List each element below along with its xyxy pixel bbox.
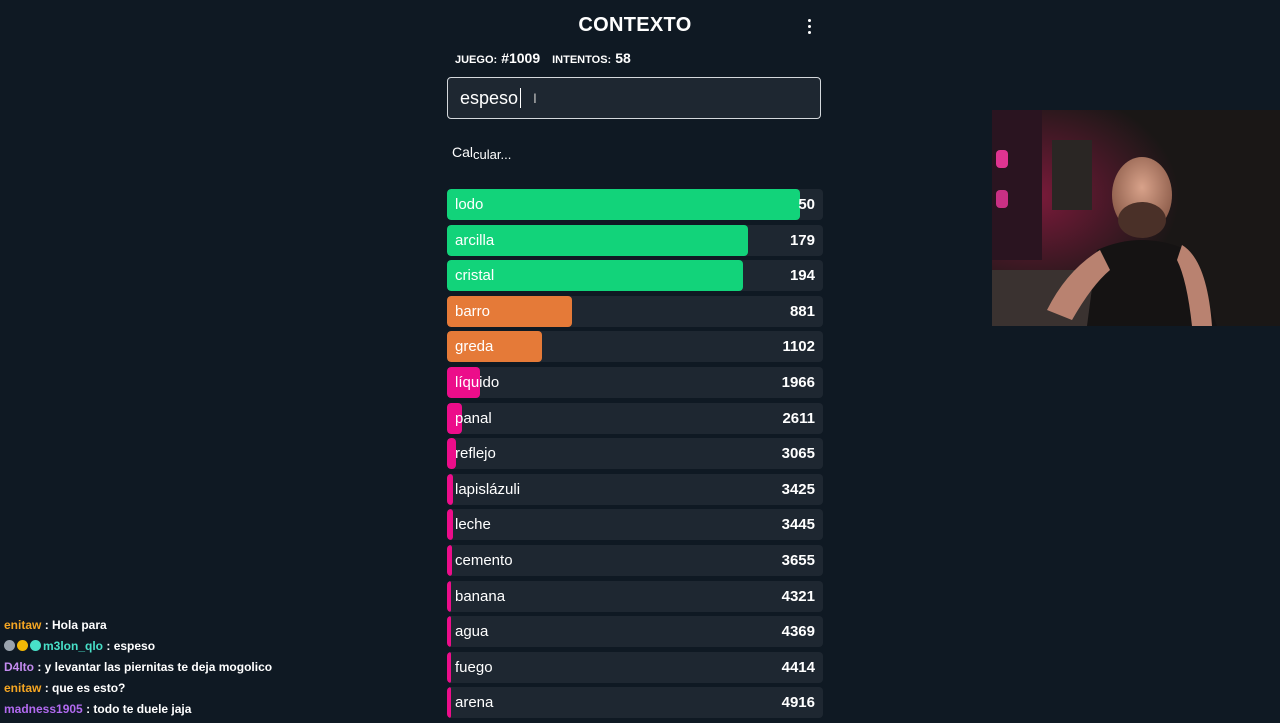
guess-row: arcilla 179 [447,224,823,256]
guess-box[interactable]: I [447,77,821,119]
guess-row: lapislázuli 3425 [447,473,823,505]
status-text-part2: cular... [473,147,512,162]
chat-badge-icon [30,640,41,651]
guess-rank: 1102 [782,338,815,356]
guess-word: fuego [455,658,493,676]
chat-username[interactable]: enitaw [4,618,42,632]
guess-rank: 2611 [782,409,815,427]
guess-rank: 1966 [781,373,815,391]
chat-text: : y levantar las piernitas te deja mogol… [37,660,273,674]
similarity-bar [447,580,452,612]
chat-overlay: enitaw : Hola para m3lon_qlo : espeso D4lt… [4,615,272,720]
guess-rank: 194 [789,267,815,285]
guess-row: greda 1102 [447,331,823,363]
kebab-dot-icon [807,30,811,34]
similarity-bar [447,224,748,256]
guess-word: panal [455,409,492,427]
ibeam-cursor-icon: I [533,90,537,106]
guess-word: barro [455,302,491,320]
guess-row: reflejo 3065 [447,438,823,470]
chat-message: enitaw : que es esto? [4,678,272,699]
guess-word: lapislázuli [455,480,521,498]
similarity-bar [447,260,743,292]
kebab-dot-icon [807,24,811,28]
guess-rank: 179 [789,231,815,249]
chat-badge-icon [17,640,28,651]
guess-rank: 3425 [781,480,815,498]
app-title: CONTEXTO [578,14,692,36]
guess-word: lodo [455,196,484,213]
guess-row: cemento 3655 [447,544,823,576]
guess-word: cristal [455,267,495,285]
guess-row: leche 3445 [447,509,823,541]
kebab-dot-icon [807,18,811,22]
similarity-bar [447,687,452,719]
guess-rank: 881 [789,302,815,320]
similarity-bar [447,295,572,327]
game-info: JUEGO: #1009 INTENTOS: 58 [455,50,639,66]
attempts-label: INTENTOS: [552,54,612,66]
guess-rank: 4369 [781,623,815,641]
guess-rank: 50 [798,196,815,213]
webcam-overlay [992,110,1280,326]
game-label: JUEGO: [455,54,498,66]
status-text-part1: Cal [452,144,474,160]
guess-rank: 3655 [781,551,815,569]
guess-list: lodo 50 arcilla 179 cristal 194 barro 881 greda 1… [447,189,823,723]
similarity-bar [447,438,457,470]
guess-rank: 4321 [781,587,815,605]
chat-badge-icon [4,640,15,651]
guess-word: greda [455,338,494,356]
similarity-bar [447,402,463,434]
guess-rank: 4916 [781,694,815,712]
chat-message: m3lon_qlo : espeso [4,636,272,657]
chat-message: madness1905 : todo te duele jaja [4,699,272,720]
game-number: #1009 [501,50,541,66]
webcam-image [992,110,1280,326]
guess-row: lodo 50 [447,189,823,220]
menu-button[interactable] [799,14,819,38]
guess-word: líquido [455,373,500,391]
chat-username[interactable]: madness1905 [4,702,83,716]
guess-word: arena [455,694,494,712]
chat-username[interactable]: D4lto [4,660,34,674]
similarity-bar [447,366,480,398]
guess-row: panal 2611 [447,402,823,434]
guess-word: cemento [455,551,513,569]
guess-word: reflejo [455,445,496,463]
guess-rank: 3445 [781,516,815,534]
chat-text: : espeso [106,639,156,653]
guess-row: cristal 194 [447,260,823,292]
text-caret [520,88,521,108]
guess-word: agua [455,623,489,641]
guess-word: leche [455,516,491,534]
guess-row: agua 4369 [447,616,823,648]
guess-row: barro 881 [447,295,823,327]
chat-message: enitaw : Hola para [4,615,272,636]
similarity-bar [447,651,452,683]
similarity-bar [447,616,452,648]
similarity-bar [447,509,454,541]
similarity-bar [447,473,454,505]
guess-word: arcilla [455,231,495,249]
chat-text: : todo te duele jaja [86,702,192,716]
guess-rank: 3065 [781,445,815,463]
chat-message: D4lto : y levantar las piernitas te deja… [4,657,272,678]
attempts-count: 58 [615,50,631,66]
similarity-bar [447,544,452,576]
guess-row: banana 4321 [447,580,823,612]
chat-text: : Hola para [44,618,107,632]
guess-row: líquido 1966 [447,366,823,398]
guess-input[interactable] [460,87,520,109]
guess-rank: 4414 [781,658,815,676]
similarity-bar [447,189,801,220]
guess-row: fuego 4414 [447,651,823,683]
chat-username[interactable]: enitaw [4,681,42,695]
guess-row: arena 4916 [447,687,823,719]
chat-text: : que es esto? [44,681,126,695]
status-message: Calcular... [452,144,512,162]
guess-word: banana [455,587,506,605]
chat-username[interactable]: m3lon_qlo [43,639,104,653]
similarity-bar [447,331,543,363]
